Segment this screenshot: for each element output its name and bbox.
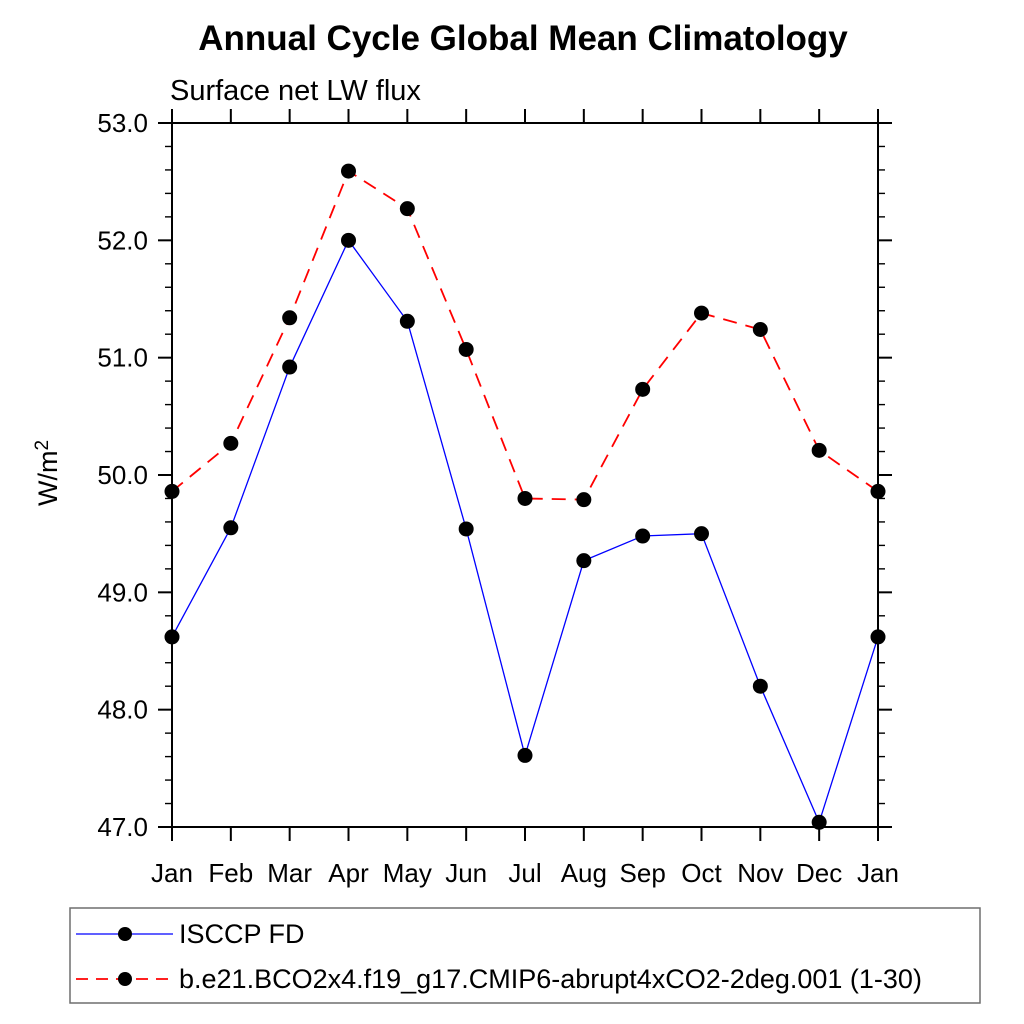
x-tick-label: Jan xyxy=(857,858,899,888)
legend-sample-marker xyxy=(118,927,132,941)
legend-border xyxy=(69,907,981,1004)
data-point-marker xyxy=(635,381,651,397)
legend-box: ISCCP FD b.e21.BCO2x4.f19_g17.CMIP6-abrup… xyxy=(69,907,981,1004)
data-point-marker xyxy=(870,629,886,645)
y-axis-label: W/m2 xyxy=(32,440,63,506)
chart-subtitle: Surface net LW flux xyxy=(170,75,421,107)
data-point-marker xyxy=(870,483,886,499)
legend-label: b.e21.BCO2x4.f19_g17.CMIP6-abrupt4xCO2-2… xyxy=(179,964,922,994)
y-axis-label-base: W/m xyxy=(33,451,63,506)
data-point-marker xyxy=(458,521,474,537)
y-tick-label: 50.0 xyxy=(97,460,148,490)
y-axis-label-superscript: 2 xyxy=(32,440,53,451)
data-point-marker xyxy=(752,322,768,338)
data-point-marker xyxy=(811,442,827,458)
y-tick-label: 51.0 xyxy=(97,343,148,373)
x-tick-label: Oct xyxy=(681,858,722,888)
x-tick-label: Jan xyxy=(151,858,193,888)
legend-entry: ISCCP FD xyxy=(76,919,305,949)
x-tick-label: Jun xyxy=(445,858,487,888)
data-point-marker xyxy=(811,814,827,830)
data-point-marker xyxy=(517,747,533,763)
data-point-marker xyxy=(164,483,180,499)
data-point-marker xyxy=(576,492,592,508)
data-point-marker xyxy=(341,232,356,248)
data-point-marker xyxy=(223,435,239,451)
data-point-marker xyxy=(694,526,709,542)
data-point-marker xyxy=(752,678,768,694)
x-tick-label: Dec xyxy=(796,858,842,888)
chart-title: Annual Cycle Global Mean Climatology xyxy=(198,19,848,58)
data-point-marker xyxy=(694,305,709,321)
data-point-marker xyxy=(399,313,415,329)
data-point-marker xyxy=(282,359,298,375)
data-point-marker xyxy=(223,520,239,536)
data-point-marker xyxy=(458,341,474,357)
data-point-marker xyxy=(399,201,415,217)
data-point-marker xyxy=(517,490,533,506)
legend-entry: b.e21.BCO2x4.f19_g17.CMIP6-abrupt4xCO2-2… xyxy=(76,964,922,994)
y-tick-label: 52.0 xyxy=(97,225,148,255)
plot-frame xyxy=(171,122,879,828)
x-tick-label: Nov xyxy=(737,858,783,888)
x-tick-label: Feb xyxy=(208,858,253,888)
obs-series-line xyxy=(171,239,879,825)
x-tick-label: Jul xyxy=(508,858,541,888)
data-point-marker xyxy=(341,163,356,179)
x-tick-label: Apr xyxy=(328,858,369,888)
model-series-line xyxy=(171,169,879,501)
y-tick-label: 49.0 xyxy=(97,577,148,607)
x-tick-label: May xyxy=(383,858,432,888)
data-point-marker xyxy=(576,553,592,569)
y-tick-label: 53.0 xyxy=(97,108,148,138)
legend-label: ISCCP FD xyxy=(179,919,305,949)
data-point-marker xyxy=(164,629,180,645)
data-point-marker xyxy=(635,528,651,544)
y-tick-label: 48.0 xyxy=(97,695,148,725)
legend-sample-marker xyxy=(118,972,132,986)
x-tick-label: Aug xyxy=(561,858,607,888)
y-tick-label: 47.0 xyxy=(97,812,148,842)
x-tick-label: Mar xyxy=(267,858,312,888)
x-tick-label: Sep xyxy=(620,858,666,888)
data-point-marker xyxy=(282,310,298,326)
